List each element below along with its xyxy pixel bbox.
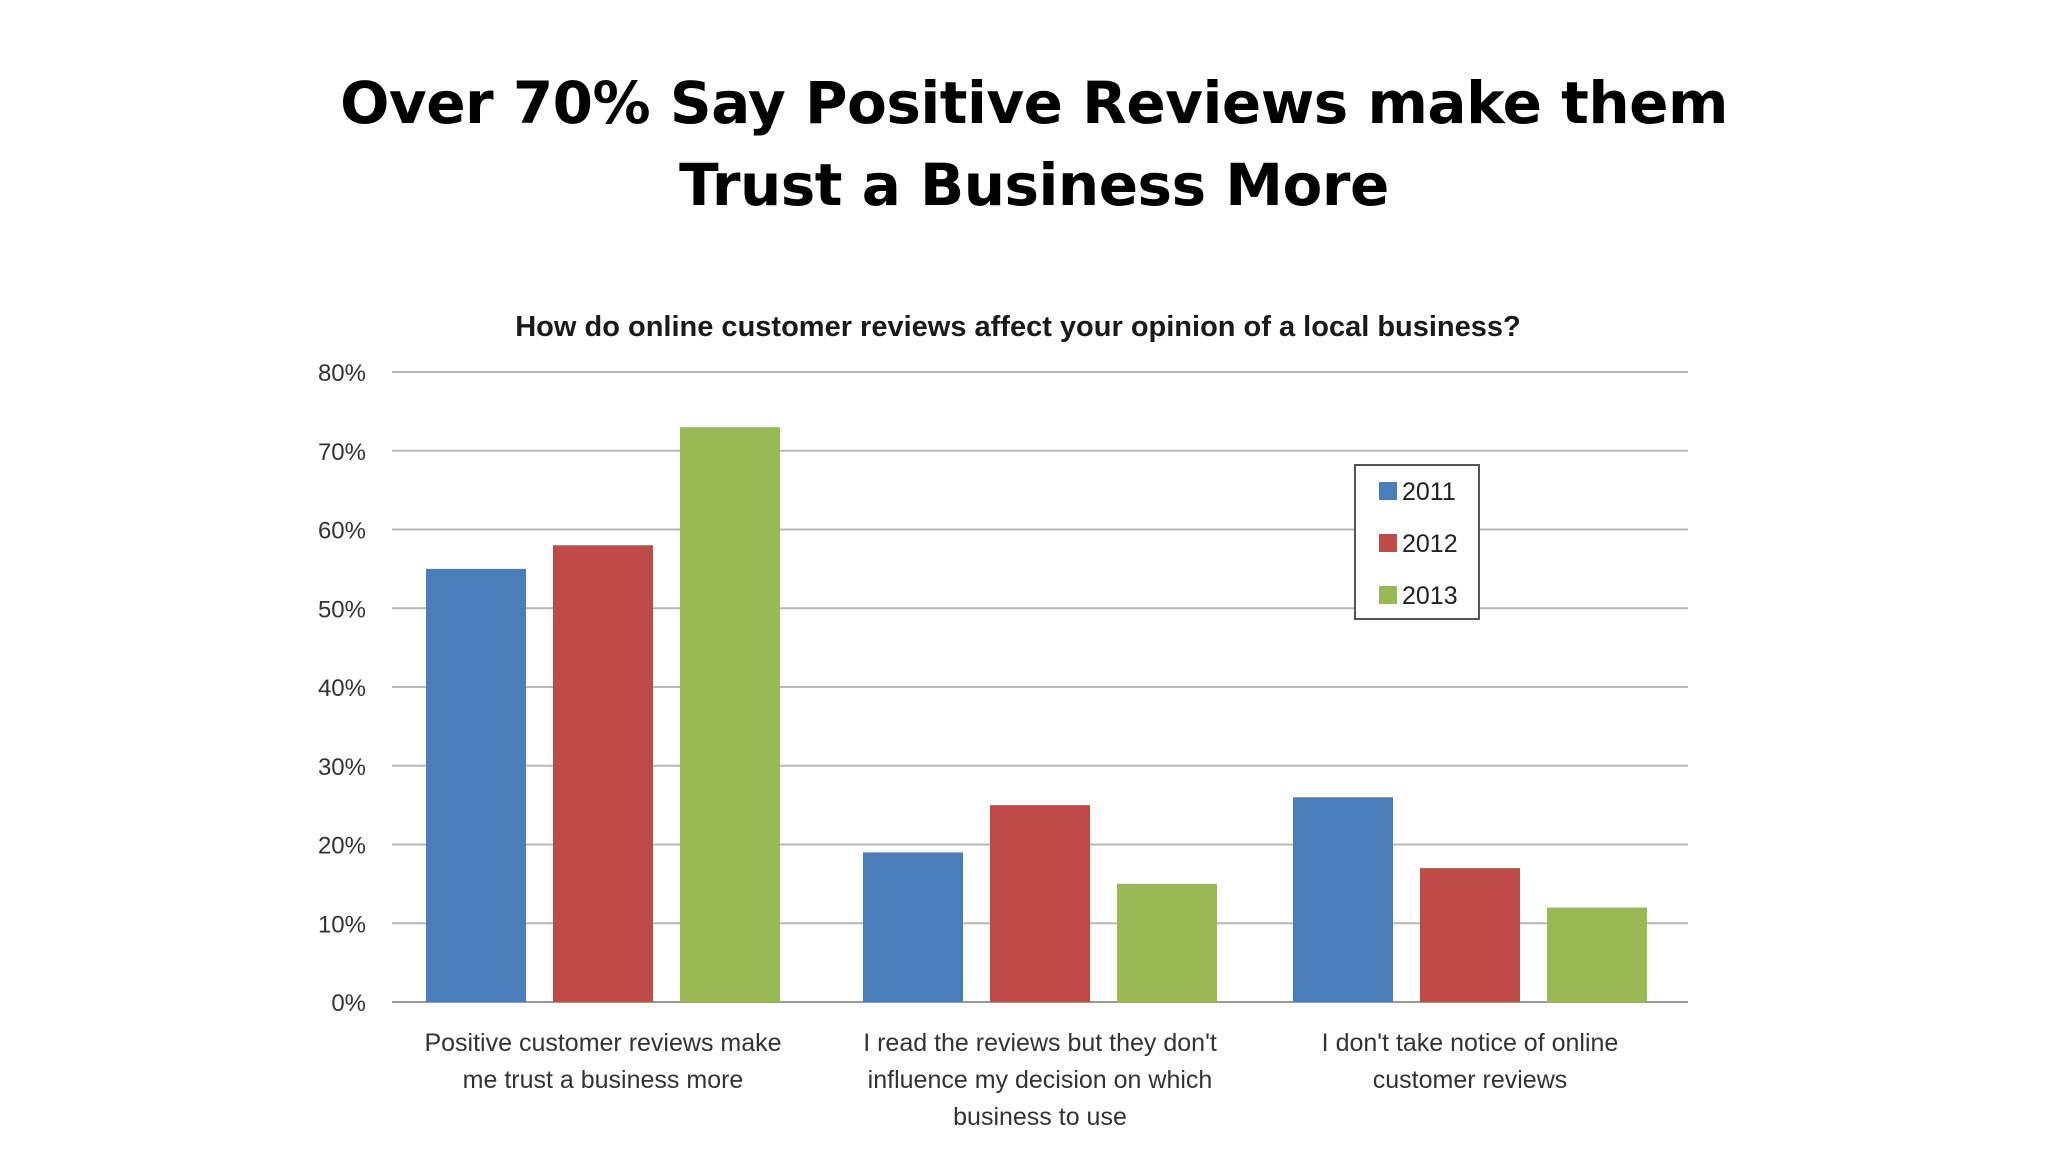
y-tick-label: 20% [318, 833, 366, 860]
legend-swatch [1379, 482, 1397, 500]
legend-label: 2013 [1402, 582, 1458, 610]
bar-2011-1 [426, 568, 526, 1002]
y-tick-label: 40% [318, 675, 366, 702]
legend-box [1354, 464, 1480, 620]
bar-2011-2 [863, 852, 963, 1002]
y-axis-ticks: 0% 10% 20% 30% 40% 50% 60% 70% 80% [318, 360, 366, 1017]
legend: 2011 2012 2013 [1354, 464, 1480, 620]
y-tick-label: 60% [318, 518, 366, 545]
legend-label: 2012 [1402, 530, 1458, 558]
bar-2012-3 [1420, 868, 1520, 1002]
bar-2013-1 [680, 427, 780, 1002]
slide-title: Over 70% Say Positive Reviews make them … [0, 62, 2048, 226]
y-tick-label: 80% [318, 360, 366, 387]
category-label: I read the reviews but they don't influen… [863, 1029, 1217, 1131]
y-tick-label: 10% [318, 911, 366, 938]
category-label: I don't take notice of online customer re… [1322, 1029, 1619, 1094]
chart-title: How do online customer reviews affect yo… [515, 311, 1521, 343]
bar-2013-2 [1117, 883, 1217, 1002]
bar-2013-3 [1547, 907, 1647, 1002]
legend-swatch [1379, 586, 1397, 604]
slide-title-line2: Trust a Business More [679, 151, 1389, 219]
category-label: Positive customer reviews make me trust a… [424, 1029, 781, 1094]
legend-swatch [1379, 534, 1397, 552]
bars [426, 427, 1647, 1002]
bar-2012-1 [553, 545, 653, 1002]
bar-2011-3 [1293, 797, 1393, 1002]
bar-2012-2 [990, 805, 1090, 1002]
slide-title-line1: Over 70% Say Positive Reviews make them [340, 69, 1728, 137]
y-tick-label: 50% [318, 596, 366, 623]
y-tick-label: 70% [318, 439, 366, 466]
y-tick-label: 30% [318, 754, 366, 781]
y-tick-label: 0% [331, 990, 366, 1017]
category-labels: Positive customer reviews make me trust a… [424, 1029, 1618, 1131]
legend-label: 2011 [1402, 478, 1456, 506]
